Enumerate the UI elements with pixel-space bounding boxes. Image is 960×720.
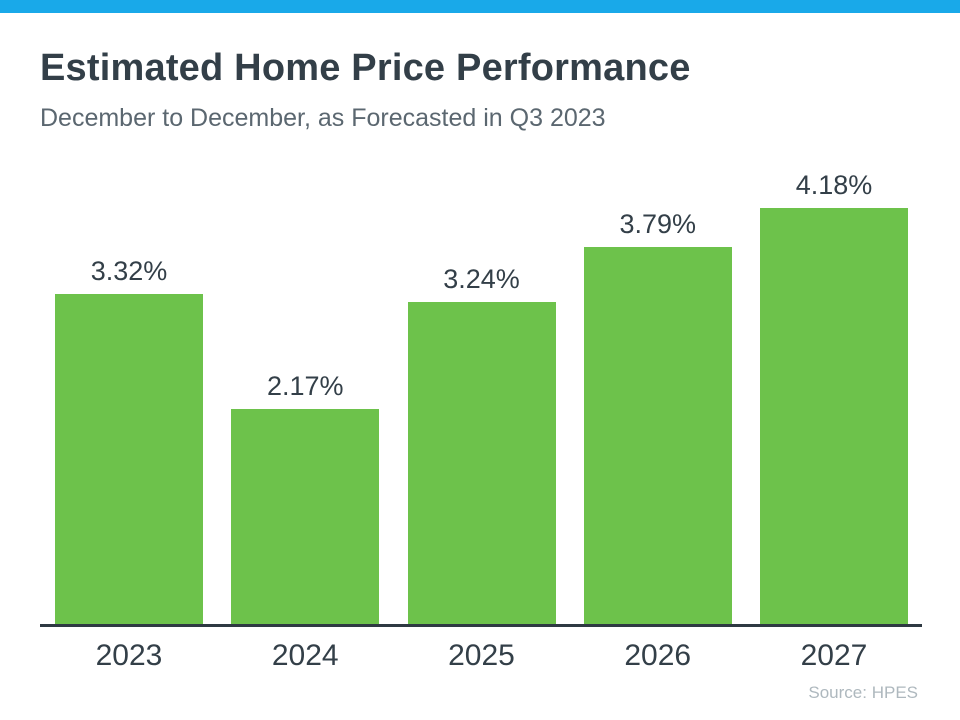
bar-2023 — [55, 294, 203, 626]
x-axis-label-2025: 2025 — [448, 639, 515, 672]
bar-column-2025: 3.24% — [407, 264, 556, 626]
x-axis-label-2024: 2024 — [271, 639, 339, 672]
bar-2024 — [231, 409, 380, 626]
top-accent-bar — [0, 0, 960, 13]
x-axis-labels: 2023 2024 2025 2026 2027 — [55, 639, 908, 673]
bar-value-label-2027: 4.18% — [795, 170, 873, 200]
x-axis-label-2027: 2027 — [800, 639, 868, 672]
bar-chart-plot-area: 3.32% 2.17% 3.24% 3.79% 4.18% — [55, 160, 908, 626]
bar-column-2026: 3.79% — [583, 209, 732, 626]
bar-column-2024: 2.17% — [231, 371, 380, 626]
bar-column-2023: 3.32% — [55, 256, 203, 626]
chart-subtitle: December to December, as Forecasted in Q… — [40, 104, 606, 132]
chart-title: Estimated Home Price Performance — [40, 47, 691, 89]
bar-value-label-2025: 3.24% — [443, 264, 520, 294]
x-axis-label-2023: 2023 — [95, 639, 163, 672]
bar-2026 — [583, 247, 732, 626]
bar-value-label-2023: 3.32% — [90, 256, 168, 286]
x-axis-label-2026: 2026 — [624, 639, 692, 672]
source-attribution: Source: HPES — [808, 683, 918, 702]
bar-2025 — [407, 302, 556, 626]
bar-column-2027: 4.18% — [760, 170, 908, 626]
bar-value-label-2026: 3.79% — [619, 209, 697, 239]
bar-value-label-2024: 2.17% — [266, 371, 344, 401]
bar-2027 — [760, 208, 908, 626]
x-axis-line — [40, 624, 922, 627]
